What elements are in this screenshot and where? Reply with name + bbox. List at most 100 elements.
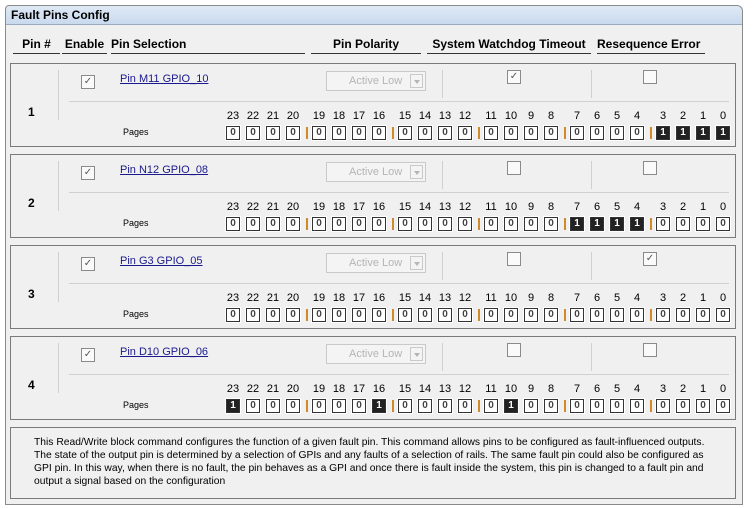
page-bit-toggle[interactable]: 0 [397,216,413,232]
page-bit-toggle[interactable]: 0 [675,307,691,323]
enable-checkbox[interactable]: ✓ [81,75,95,89]
watchdog-timeout-checkbox[interactable] [507,343,521,357]
page-bit-toggle[interactable]: 0 [543,216,559,232]
page-bit-toggle[interactable]: 0 [285,216,301,232]
page-bit-toggle[interactable]: 0 [351,125,367,141]
watchdog-timeout-checkbox[interactable]: ✓ [507,70,521,84]
page-bit-toggle[interactable]: 1 [655,125,671,141]
page-bit-toggle[interactable]: 0 [285,398,301,414]
page-bit-toggle[interactable]: 0 [503,216,519,232]
page-bit-toggle[interactable]: 1 [695,125,711,141]
page-bit-toggle[interactable]: 0 [655,307,671,323]
page-bit-toggle[interactable]: 0 [543,307,559,323]
page-bit-toggle[interactable]: 0 [245,216,261,232]
page-bit-toggle[interactable]: 0 [417,398,433,414]
page-bit-toggle[interactable]: 0 [437,125,453,141]
page-bit-toggle[interactable]: 0 [311,398,327,414]
page-bit-toggle[interactable]: 0 [397,307,413,323]
page-bit-toggle[interactable]: 0 [483,307,499,323]
page-bit-toggle[interactable]: 0 [457,307,473,323]
page-bit-toggle[interactable]: 0 [417,307,433,323]
enable-checkbox[interactable]: ✓ [81,348,95,362]
page-bit-toggle[interactable]: 0 [417,125,433,141]
page-bit-toggle[interactable]: 0 [523,125,539,141]
page-bit-toggle[interactable]: 0 [437,307,453,323]
page-bit-toggle[interactable]: 0 [715,307,731,323]
page-bit-toggle[interactable]: 0 [245,125,261,141]
page-bit-toggle[interactable]: 0 [285,125,301,141]
page-bit-toggle[interactable]: 0 [523,216,539,232]
page-bit-toggle[interactable]: 1 [715,125,731,141]
page-bit-toggle[interactable]: 0 [265,125,281,141]
enable-checkbox[interactable]: ✓ [81,257,95,271]
page-bit-toggle[interactable]: 0 [483,398,499,414]
page-bit-toggle[interactable]: 0 [437,216,453,232]
page-bit-toggle[interactable]: 0 [285,307,301,323]
page-bit-toggle[interactable]: 0 [371,216,387,232]
page-bit-toggle[interactable]: 0 [483,216,499,232]
page-bit-toggle[interactable]: 0 [543,125,559,141]
pin-polarity-dropdown[interactable]: Active Low [326,344,426,364]
page-bit-toggle[interactable]: 0 [371,125,387,141]
page-bit-toggle[interactable]: 0 [331,307,347,323]
page-bit-toggle[interactable]: 0 [629,307,645,323]
page-bit-toggle[interactable]: 0 [457,216,473,232]
page-bit-toggle[interactable]: 1 [629,216,645,232]
page-bit-toggle[interactable]: 0 [351,216,367,232]
pin-polarity-dropdown[interactable]: Active Low [326,162,426,182]
pin-selection-link[interactable]: Pin D10 GPIO_06 [120,346,209,358]
page-bit-toggle[interactable]: 0 [311,307,327,323]
page-bit-toggle[interactable]: 0 [225,307,241,323]
page-bit-toggle[interactable]: 0 [569,398,585,414]
resequence-error-checkbox[interactable] [643,70,657,84]
page-bit-toggle[interactable]: 0 [371,307,387,323]
page-bit-toggle[interactable]: 1 [589,216,605,232]
page-bit-toggle[interactable]: 0 [609,125,625,141]
page-bit-toggle[interactable]: 0 [695,307,711,323]
resequence-error-checkbox[interactable] [643,161,657,175]
page-bit-toggle[interactable]: 0 [655,216,671,232]
page-bit-toggle[interactable]: 0 [569,125,585,141]
page-bit-toggle[interactable]: 0 [589,125,605,141]
page-bit-toggle[interactable]: 0 [331,216,347,232]
page-bit-toggle[interactable]: 0 [351,398,367,414]
page-bit-toggle[interactable]: 0 [609,307,625,323]
page-bit-toggle[interactable]: 0 [589,307,605,323]
page-bit-toggle[interactable]: 0 [225,125,241,141]
page-bit-toggle[interactable]: 0 [715,398,731,414]
page-bit-toggle[interactable]: 0 [523,307,539,323]
page-bit-toggle[interactable]: 0 [311,216,327,232]
page-bit-toggle[interactable]: 0 [655,398,671,414]
page-bit-toggle[interactable]: 0 [245,398,261,414]
resequence-error-checkbox[interactable]: ✓ [643,252,657,266]
page-bit-toggle[interactable]: 0 [695,398,711,414]
pin-selection-link[interactable]: Pin N12 GPIO_08 [120,164,209,176]
page-bit-toggle[interactable]: 0 [569,307,585,323]
page-bit-toggle[interactable]: 0 [457,125,473,141]
page-bit-toggle[interactable]: 0 [503,307,519,323]
page-bit-toggle[interactable]: 0 [503,125,519,141]
page-bit-toggle[interactable]: 0 [695,216,711,232]
pin-selection-link[interactable]: Pin G3 GPIO_05 [120,255,203,267]
page-bit-toggle[interactable]: 0 [331,125,347,141]
resequence-error-checkbox[interactable] [643,343,657,357]
page-bit-toggle[interactable]: 0 [265,398,281,414]
page-bit-toggle[interactable]: 0 [675,216,691,232]
page-bit-toggle[interactable]: 0 [397,125,413,141]
page-bit-toggle[interactable]: 0 [609,398,625,414]
page-bit-toggle[interactable]: 0 [417,216,433,232]
page-bit-toggle[interactable]: 0 [265,307,281,323]
page-bit-toggle[interactable]: 0 [265,216,281,232]
page-bit-toggle[interactable]: 0 [483,125,499,141]
page-bit-toggle[interactable]: 1 [569,216,585,232]
page-bit-toggle[interactable]: 1 [225,398,241,414]
pin-polarity-dropdown[interactable]: Active Low [326,71,426,91]
page-bit-toggle[interactable]: 0 [629,125,645,141]
pin-polarity-dropdown[interactable]: Active Low [326,253,426,273]
page-bit-toggle[interactable]: 0 [589,398,605,414]
page-bit-toggle[interactable]: 0 [225,216,241,232]
page-bit-toggle[interactable]: 0 [331,398,347,414]
page-bit-toggle[interactable]: 1 [371,398,387,414]
page-bit-toggle[interactable]: 0 [397,398,413,414]
page-bit-toggle[interactable]: 0 [245,307,261,323]
